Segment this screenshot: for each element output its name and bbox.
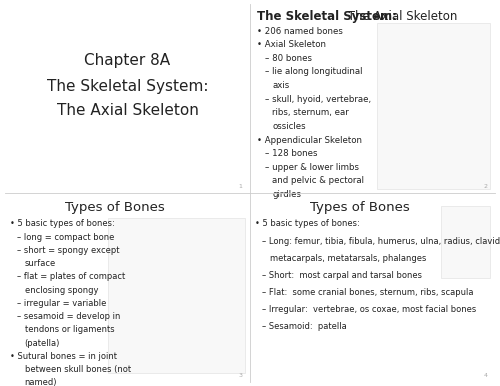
Text: • 206 named bones: • 206 named bones xyxy=(258,27,343,36)
Text: ossicles: ossicles xyxy=(272,122,306,131)
Text: • 5 basic types of bones:: • 5 basic types of bones: xyxy=(255,220,360,229)
Text: – long = compact bone: – long = compact bone xyxy=(17,233,114,242)
Text: 1: 1 xyxy=(239,184,242,189)
Text: • Appendicular Skeleton: • Appendicular Skeleton xyxy=(258,135,362,144)
Text: between skull bones (not: between skull bones (not xyxy=(24,365,130,374)
Text: The Axial Skeleton: The Axial Skeleton xyxy=(344,10,458,22)
Text: – skull, hyoid, vertebrae,: – skull, hyoid, vertebrae, xyxy=(264,95,371,104)
Text: axis: axis xyxy=(272,81,289,90)
Text: – flat = plates of compact: – flat = plates of compact xyxy=(17,273,126,281)
Text: (patella): (patella) xyxy=(24,339,60,348)
Text: – 128 bones: – 128 bones xyxy=(264,149,317,158)
Text: • 5 basic types of bones:: • 5 basic types of bones: xyxy=(10,220,115,229)
Text: 2: 2 xyxy=(484,184,488,189)
Text: – Long: femur, tibia, fibula, humerus, ulna, radius, clavide,: – Long: femur, tibia, fibula, humerus, u… xyxy=(262,237,500,245)
Bar xyxy=(441,206,490,278)
Text: Types of Bones: Types of Bones xyxy=(310,201,410,213)
Text: Types of Bones: Types of Bones xyxy=(66,201,165,213)
Text: metacarpals, metatarsals, phalanges: metacarpals, metatarsals, phalanges xyxy=(270,254,426,262)
Text: – Flat:  some cranial bones, sternum, ribs, scapula: – Flat: some cranial bones, sternum, rib… xyxy=(262,288,474,296)
Text: The Skeletal System:: The Skeletal System: xyxy=(258,10,398,22)
Bar xyxy=(378,23,490,189)
Text: – short = spongy except: – short = spongy except xyxy=(17,246,120,255)
Text: and pelvic & pectoral: and pelvic & pectoral xyxy=(272,176,364,185)
Text: 4: 4 xyxy=(484,373,488,378)
Text: – lie along longitudinal: – lie along longitudinal xyxy=(264,68,362,76)
Text: • Sutural bones = in joint: • Sutural bones = in joint xyxy=(10,352,117,361)
Text: ribs, sternum, ear: ribs, sternum, ear xyxy=(272,108,349,117)
Bar xyxy=(108,218,245,373)
Text: – Sesamoid:  patella: – Sesamoid: patella xyxy=(262,322,347,331)
Text: – irregular = variable: – irregular = variable xyxy=(17,299,106,308)
Text: surface: surface xyxy=(24,259,56,268)
Text: – sesamoid = develop in: – sesamoid = develop in xyxy=(17,312,120,321)
Text: – Irregular:  vertebrae, os coxae, most facial bones: – Irregular: vertebrae, os coxae, most f… xyxy=(262,305,476,313)
Text: Chapter 8A: Chapter 8A xyxy=(84,53,170,68)
Text: – 80 bones: – 80 bones xyxy=(264,54,312,63)
Text: 3: 3 xyxy=(238,373,242,378)
Text: enclosing spongy: enclosing spongy xyxy=(24,286,98,295)
Text: – Short:  most carpal and tarsal bones: – Short: most carpal and tarsal bones xyxy=(262,271,422,279)
Text: • Axial Skeleton: • Axial Skeleton xyxy=(258,40,326,49)
Text: tendons or ligaments: tendons or ligaments xyxy=(24,325,114,334)
Text: girdles: girdles xyxy=(272,190,301,199)
Text: named): named) xyxy=(24,378,57,386)
Text: – upper & lower limbs: – upper & lower limbs xyxy=(264,163,358,172)
Text: The Skeletal System:
The Axial Skeleton: The Skeletal System: The Axial Skeleton xyxy=(47,79,208,118)
